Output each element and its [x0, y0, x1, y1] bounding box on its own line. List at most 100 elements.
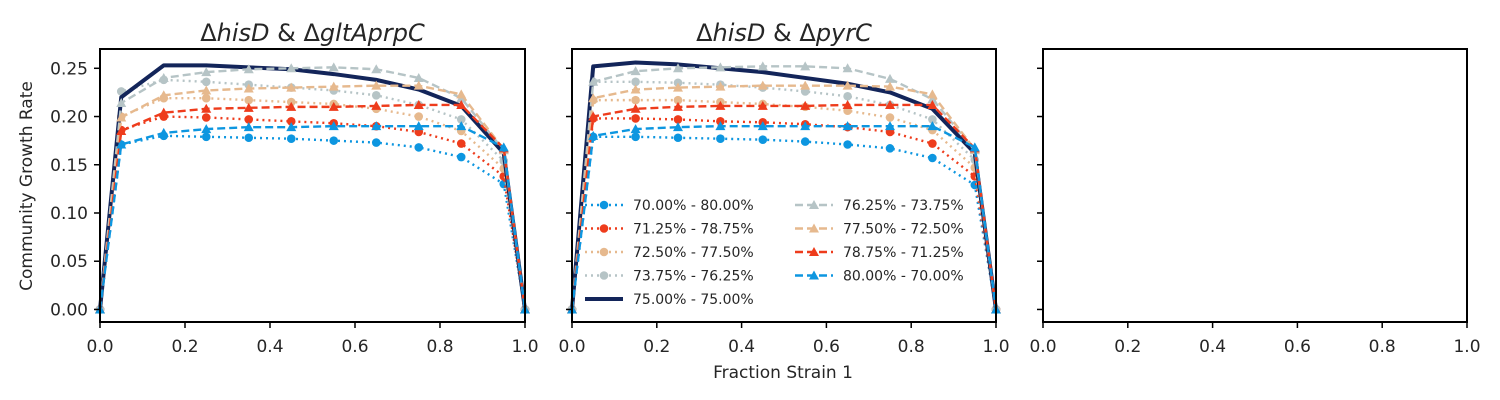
data-point [673, 95, 683, 105]
data-point [842, 80, 853, 90]
series-1 [95, 131, 530, 314]
data-point [243, 64, 254, 74]
x-tick-label: 0.2 [171, 337, 198, 357]
series-9 [95, 121, 530, 314]
data-point [286, 82, 297, 92]
series-line [570, 103, 998, 310]
series-line [98, 134, 527, 310]
data-point [158, 90, 169, 100]
data-point [800, 100, 811, 110]
series-2 [95, 112, 530, 314]
data-point [588, 130, 599, 140]
data-point [715, 62, 726, 72]
legend-label: 76.25% - 73.75% [843, 198, 964, 214]
data-point [885, 113, 895, 122]
series-line [98, 103, 527, 310]
data-point [631, 132, 640, 142]
data-point [158, 72, 169, 82]
data-point [843, 140, 852, 149]
data-point [456, 121, 467, 131]
data-point [244, 115, 254, 124]
data-point [286, 117, 296, 126]
x-tick-label: 0.4 [1199, 337, 1226, 357]
data-point [371, 64, 382, 74]
data-point [201, 85, 212, 95]
x-tick-label: 0.8 [1369, 337, 1396, 357]
legend-entry: 75.00% - 75.00% [585, 292, 754, 308]
data-point [413, 80, 424, 90]
y-tick-label: 0.05 [50, 252, 88, 272]
data-point [456, 139, 466, 148]
series-9 [567, 121, 1001, 314]
data-point [328, 62, 339, 72]
x-tick-label: 0.8 [898, 337, 925, 357]
data-point [631, 95, 640, 105]
data-point [630, 66, 641, 76]
x-tick-label: 0.4 [256, 337, 283, 357]
data-point [800, 137, 810, 146]
panel-title: ΔhisD & ΔpyrC [696, 19, 872, 47]
data-point [201, 132, 211, 142]
data-point [757, 61, 768, 71]
legend-label: 72.50% - 77.50% [633, 245, 754, 261]
data-point [243, 83, 254, 93]
data-point [631, 77, 640, 87]
legend-marker [599, 271, 609, 280]
data-point [414, 112, 424, 121]
data-point [413, 99, 424, 109]
data-point [673, 115, 683, 124]
data-point [286, 63, 297, 73]
data-point [673, 63, 683, 73]
data-point [158, 107, 169, 117]
data-point [201, 103, 212, 113]
data-point [927, 121, 938, 131]
data-point [842, 63, 853, 73]
legend-label: 75.00% - 75.00% [633, 292, 754, 308]
x-tick-label: 0.6 [341, 337, 368, 357]
x-tick-label: 0.8 [426, 337, 453, 357]
data-point [414, 143, 424, 152]
y-tick-label: 0.25 [50, 59, 88, 79]
data-point [928, 153, 937, 163]
x-axis-label: Fraction Strain 1 [713, 363, 853, 383]
series-line [98, 84, 527, 310]
data-point [371, 80, 382, 90]
series-line [570, 60, 998, 310]
data-point [673, 122, 683, 132]
data-point [630, 103, 641, 113]
data-point [588, 93, 599, 103]
data-point [631, 114, 640, 123]
legend-entry: 73.75% - 76.25% [585, 269, 754, 285]
data-point [329, 136, 339, 145]
legend-entry: 80.00% - 70.00% [795, 269, 964, 285]
data-point [498, 142, 509, 152]
series-line [570, 135, 998, 310]
plot-frame [571, 48, 997, 323]
y-tick-label: 0.15 [50, 156, 88, 176]
series-line [98, 66, 527, 310]
data-point [885, 81, 895, 91]
data-point [158, 127, 169, 137]
series-line [570, 65, 998, 310]
plot-frame [1042, 48, 1468, 323]
data-point [673, 101, 683, 111]
data-point [673, 133, 683, 143]
data-point [630, 124, 641, 134]
legend-label: 78.75% - 71.25% [843, 245, 964, 261]
data-point [201, 93, 211, 103]
legend-marker [599, 200, 609, 210]
data-point [927, 89, 938, 99]
x-tick-label: 1.0 [511, 337, 538, 357]
data-point [201, 77, 211, 87]
data-point [201, 113, 211, 122]
data-point [116, 98, 127, 108]
series-5 [570, 60, 998, 310]
panel-1: 0.0 0.2 0.4 0.6 0.8 1.0 0.00 0.05 0.10 0.15 0.20 0.… [50, 19, 538, 357]
x-tick-label: 0.2 [643, 337, 670, 357]
data-point [885, 99, 895, 109]
data-point [758, 135, 768, 144]
legend-entry: 77.50% - 72.50% [795, 222, 964, 238]
data-point [243, 122, 254, 132]
x-tick-label: 0.0 [558, 337, 585, 357]
data-point [116, 139, 127, 149]
